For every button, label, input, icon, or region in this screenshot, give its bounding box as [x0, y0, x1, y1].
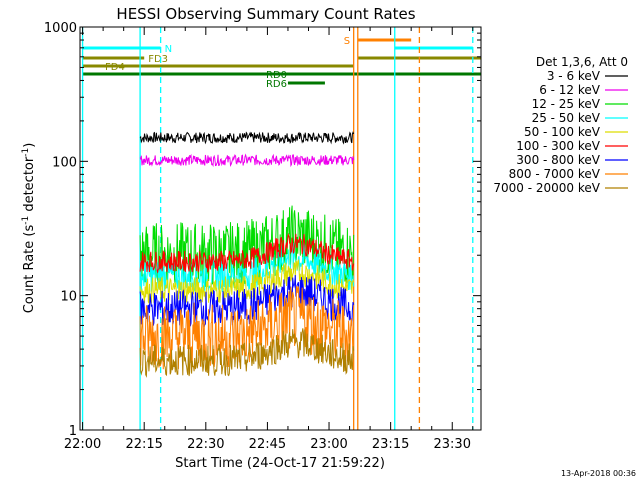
legend-label: 6 - 12 keV [539, 83, 601, 97]
flag-label: FD4 [105, 62, 125, 73]
y-label-sup2: -1 [21, 148, 31, 157]
flag-label: FD3 [148, 54, 168, 65]
x-axis: 22:00 22:15 22:30 22:45 23:00 23:15 23:30 [64, 27, 474, 452]
y-label-part1: Count Rate (s [22, 225, 37, 314]
series-line [139, 153, 355, 168]
y-tick-label: 100 [52, 155, 77, 170]
x-tick-label: 23:00 [310, 437, 347, 452]
series-line [139, 243, 355, 293]
series-line [139, 258, 355, 305]
flag-label: RD0 [266, 70, 287, 81]
legend-header: Det 1,3,6, Att 0 [536, 55, 628, 69]
x-tick-label: 23:30 [434, 437, 471, 452]
legend-label: 800 - 7000 keV [509, 167, 601, 181]
legend-label: 12 - 25 keV [532, 97, 601, 111]
y-axis-label: Count Rate (s-1 detector-1) [21, 143, 37, 314]
x-tick-label: 22:15 [125, 437, 162, 452]
footer-timestamp: 13-Apr-2018 00:36 [561, 469, 636, 478]
x-tick-label: 23:15 [372, 437, 409, 452]
y-tick-label: 10 [60, 290, 77, 305]
legend-label: 50 - 100 keV [524, 125, 601, 139]
series-line [139, 232, 355, 274]
series-lines [139, 131, 355, 378]
x-axis-label: Start Time (24-Oct-17 21:59:22) [175, 456, 385, 471]
y-label-sup1: -1 [21, 216, 31, 225]
legend-label: 100 - 300 keV [516, 139, 600, 153]
legend-label: 25 - 50 keV [532, 111, 601, 125]
legend-label: 300 - 800 keV [516, 153, 600, 167]
legend-label: 3 - 6 keV [547, 69, 601, 83]
series-line [139, 286, 355, 370]
flag-label: S [344, 36, 350, 47]
plot-frame [79, 26, 482, 431]
y-axis: 1 10 100 1000 [44, 21, 481, 439]
y-tick-label: 1000 [44, 21, 77, 36]
chart-title: HESSI Observing Summary Count Rates [116, 5, 415, 23]
y-tick-label: 1 [69, 424, 77, 439]
x-tick-label: 22:30 [187, 437, 224, 452]
flag-label: N [165, 44, 172, 55]
y-label-part2: detector [22, 156, 37, 216]
series-line [139, 328, 355, 378]
flag-label: RD6 [266, 79, 287, 90]
series-line [139, 131, 355, 145]
legend-label: 7000 - 20000 keV [493, 181, 600, 195]
y-label-part3: ) [22, 143, 37, 148]
x-tick-label: 22:45 [249, 437, 286, 452]
x-tick-label: 22:00 [64, 437, 101, 452]
